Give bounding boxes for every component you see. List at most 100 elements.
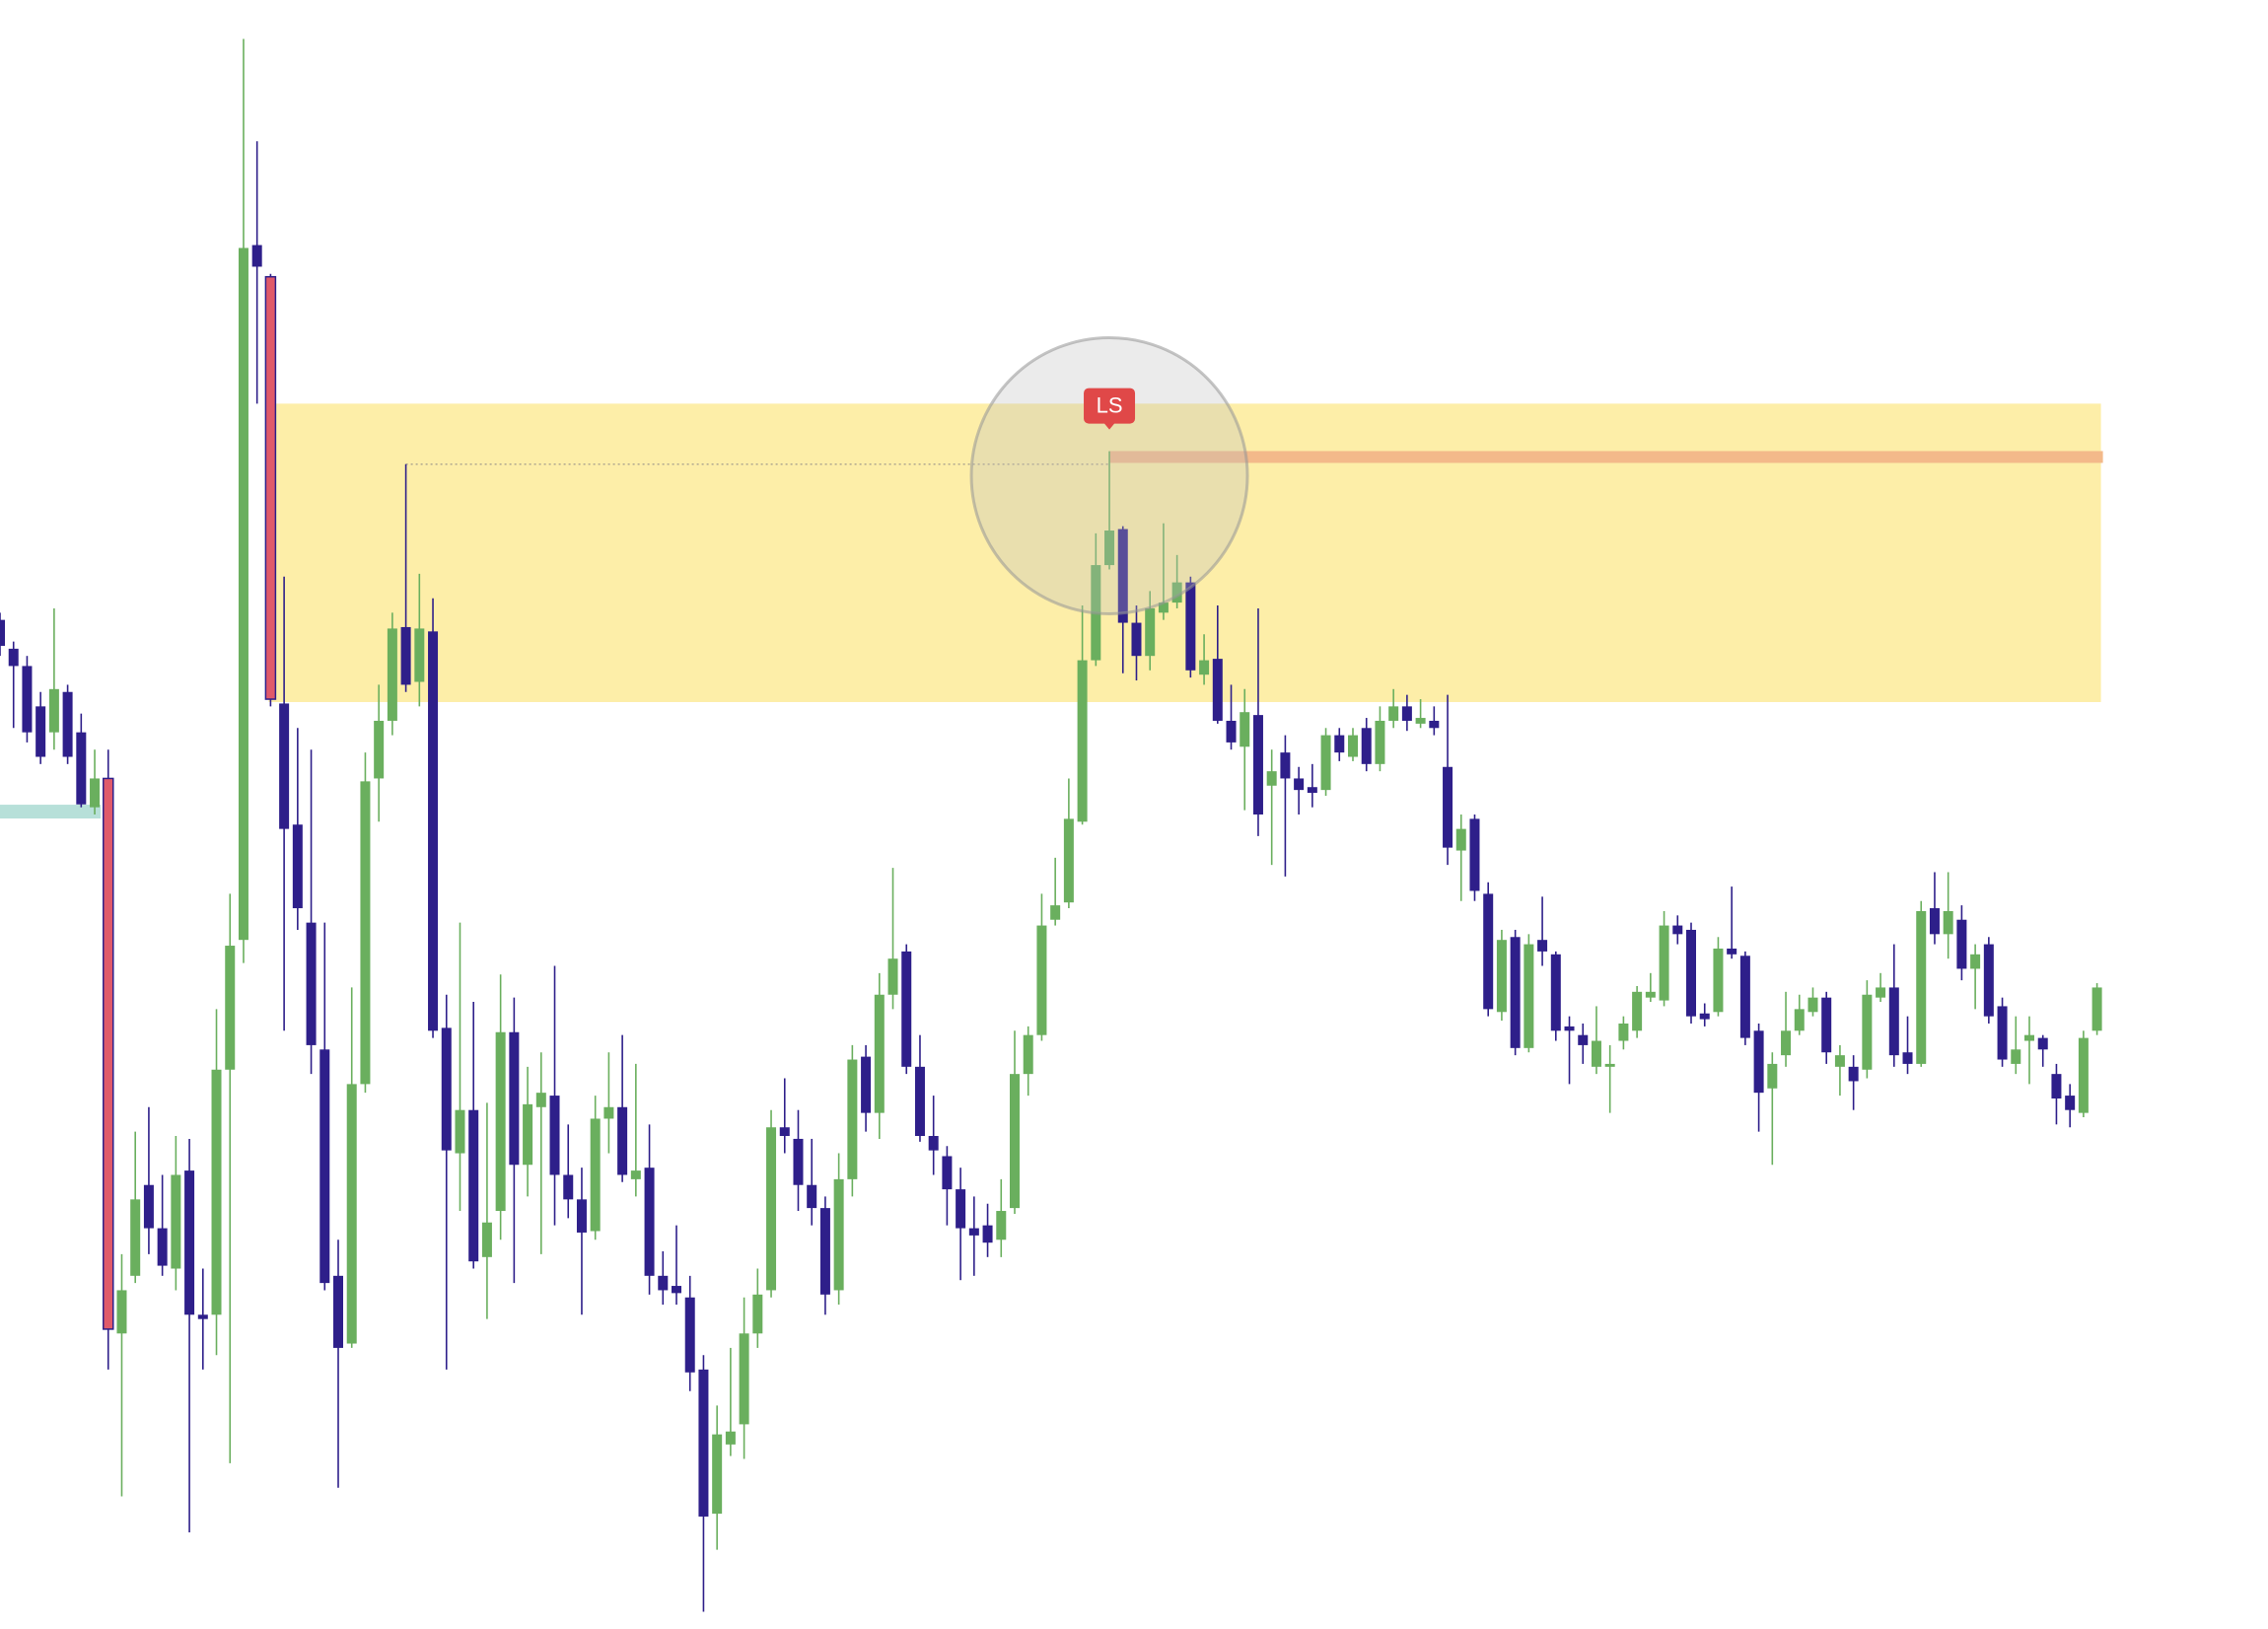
candle-body — [1050, 905, 1061, 920]
candle-body — [8, 648, 19, 667]
candle-body — [374, 720, 385, 779]
candle-body — [1483, 893, 1494, 1010]
candle-body — [1686, 929, 1696, 1017]
candle-body — [2024, 1034, 2034, 1041]
level-band — [0, 805, 102, 819]
candle-body — [1117, 529, 1128, 623]
candle-body — [441, 1027, 452, 1151]
candle-body — [712, 1434, 723, 1515]
candle-body — [455, 1109, 465, 1154]
candle-body — [103, 777, 114, 1330]
candle-body — [143, 1184, 154, 1229]
candle-body — [90, 778, 101, 808]
candle-body — [576, 1199, 587, 1233]
candle-body — [279, 703, 290, 829]
candle-body — [968, 1228, 979, 1236]
candle-body — [387, 628, 397, 721]
candle-body — [1469, 818, 1480, 891]
candle-body — [481, 1222, 492, 1257]
candle-body — [630, 1170, 641, 1179]
candle-body — [1564, 1026, 1575, 1031]
candle-body — [1510, 937, 1521, 1048]
candle-body — [644, 1168, 655, 1276]
candle-body — [1415, 718, 1426, 724]
candle-body — [1645, 991, 1656, 998]
candle-body — [1862, 994, 1873, 1070]
candle-body — [1240, 712, 1250, 747]
candle-body — [535, 1093, 546, 1107]
candle-body — [1876, 987, 1886, 998]
candle-body — [942, 1156, 953, 1190]
candle-body — [251, 245, 262, 267]
marker-label: LS — [1097, 392, 1123, 417]
candle-body — [1794, 1009, 1805, 1031]
candle-body — [1185, 582, 1196, 671]
candle-body — [157, 1228, 168, 1266]
candle-body — [2051, 1074, 2062, 1099]
candle-body — [509, 1031, 520, 1166]
candle-body — [1334, 735, 1345, 753]
candle-body — [184, 1170, 195, 1315]
candle-body — [928, 1136, 939, 1151]
candle-body — [914, 1066, 925, 1137]
candle-body — [1361, 728, 1372, 764]
candle-body — [1158, 602, 1169, 613]
candle-body — [956, 1189, 966, 1229]
candle-body — [1036, 925, 1047, 1035]
candle-body — [1632, 991, 1643, 1031]
candle-body — [0, 619, 5, 646]
candle-body — [1307, 787, 1317, 794]
candle-body — [684, 1297, 695, 1373]
candle-body — [901, 951, 912, 1067]
candle-body — [116, 1290, 127, 1334]
candle-body — [1753, 1030, 1764, 1094]
candle-body — [1739, 956, 1750, 1038]
candle-body — [698, 1369, 709, 1517]
candle-body — [211, 1069, 222, 1315]
candle-body — [807, 1184, 817, 1209]
candle-body — [2091, 987, 2102, 1031]
candle-body — [1524, 944, 1534, 1048]
candle-body — [1537, 940, 1548, 952]
candle-body — [617, 1106, 628, 1175]
candle-body — [1781, 1030, 1792, 1056]
candle-body — [76, 732, 87, 805]
candle-body — [752, 1294, 763, 1334]
candle-body — [319, 1049, 330, 1284]
candle-body — [1171, 582, 1182, 603]
candle-body — [1280, 752, 1291, 779]
candle-body — [1077, 660, 1088, 822]
candle-body — [603, 1106, 614, 1119]
candle-body — [1443, 766, 1453, 848]
highlight-circle — [969, 335, 1249, 615]
candle-body — [225, 946, 236, 1070]
candle-body — [1767, 1063, 1778, 1089]
candle-body — [238, 248, 248, 941]
candle-body — [428, 631, 439, 1031]
candle-body — [1294, 778, 1305, 791]
candle-body — [1199, 660, 1210, 675]
candle-body — [1970, 954, 1981, 969]
candle-body — [1997, 1006, 2008, 1060]
candle-body — [1320, 735, 1331, 791]
candle-body — [1916, 910, 1927, 1064]
candle-body — [1807, 997, 1818, 1013]
marker-badge — [1084, 388, 1136, 430]
candle-body — [2011, 1049, 2021, 1064]
candle-body — [1550, 954, 1561, 1031]
candle-body — [1401, 706, 1412, 721]
candle-body — [1659, 925, 1669, 1001]
candle-body — [833, 1178, 844, 1291]
candle-body — [1672, 925, 1683, 935]
candle-body — [861, 1056, 872, 1113]
candle-body — [1902, 1052, 1913, 1064]
candle-body — [22, 666, 33, 733]
candle-body — [590, 1118, 601, 1232]
candle-body — [1699, 1013, 1710, 1020]
candle-body — [779, 1127, 790, 1137]
candle-body — [1727, 948, 1737, 955]
candle-body — [1063, 818, 1074, 903]
candle-body — [1578, 1034, 1589, 1045]
candle-body — [1145, 607, 1156, 657]
candle-body — [35, 706, 46, 757]
